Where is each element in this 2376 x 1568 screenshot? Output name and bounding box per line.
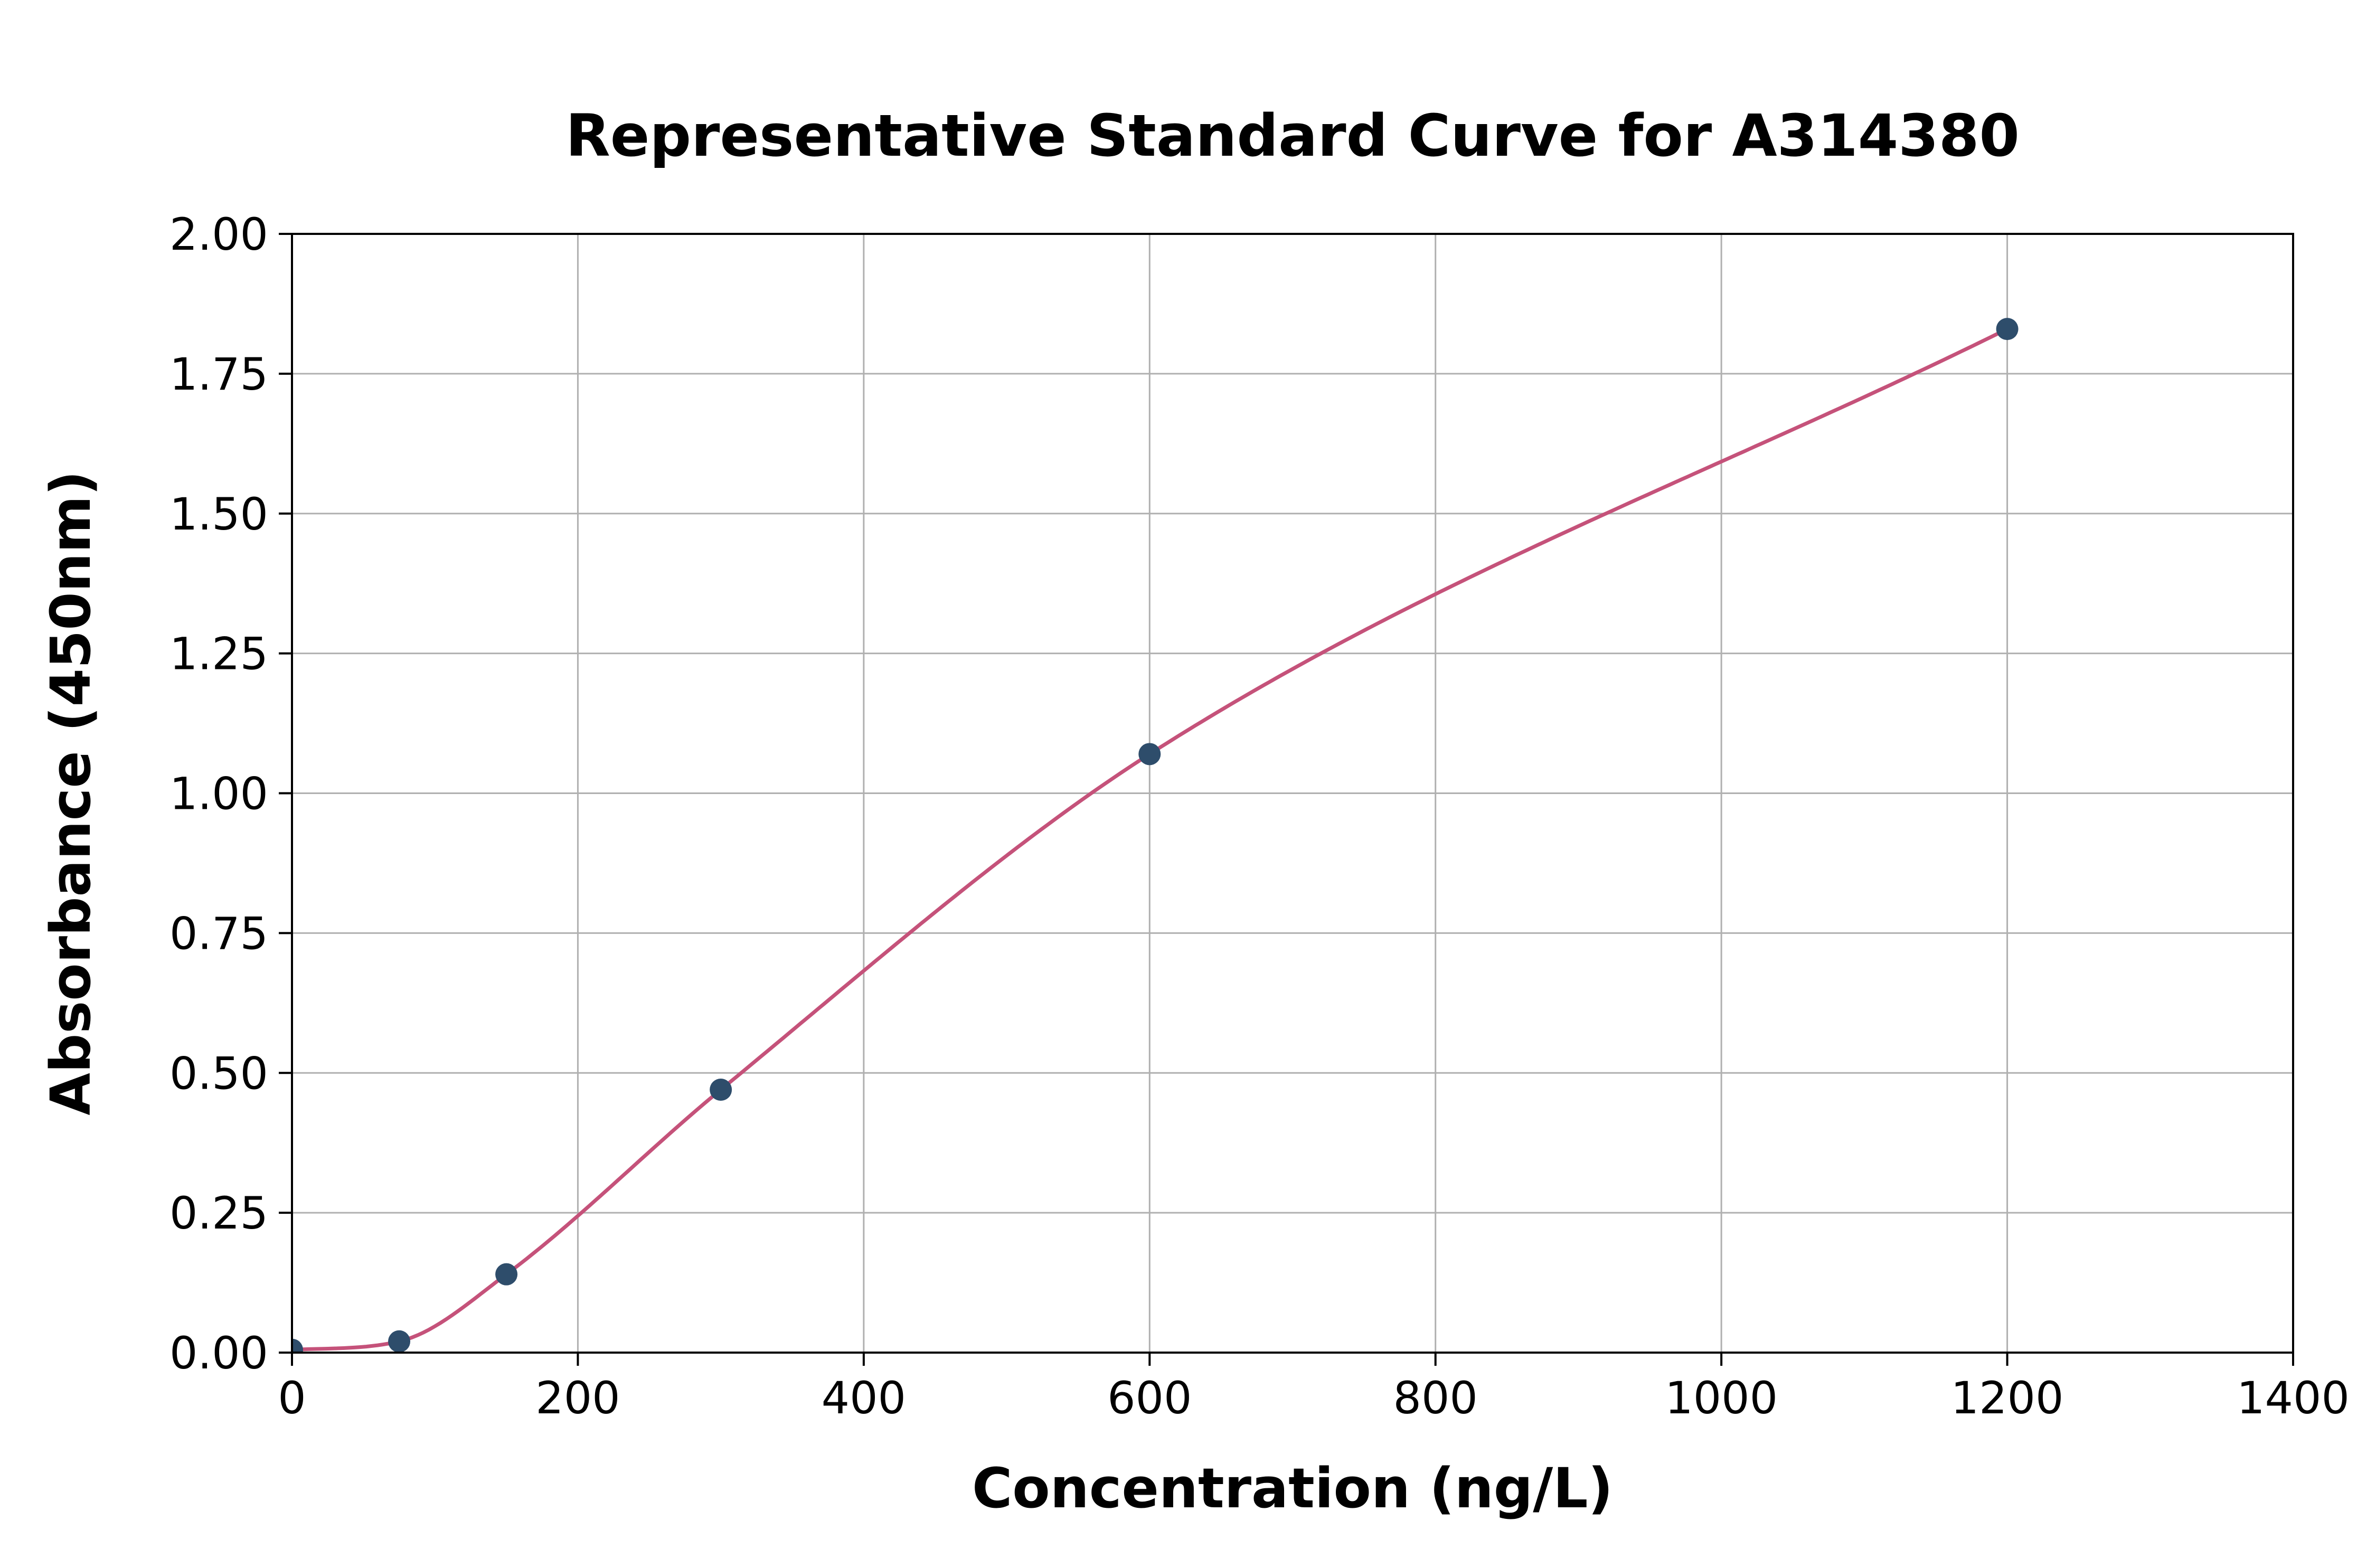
x-tick-label: 1200 [1951, 1372, 2064, 1424]
x-tick-label: 0 [278, 1372, 306, 1424]
y-tick-label: 1.25 [169, 628, 268, 680]
plot-area: 0 200 400 600 800 1000 1200 1400 0.00 0.25 0.50 0.7… [169, 209, 2350, 1424]
data-point [292, 1338, 303, 1353]
x-tick-label: 200 [535, 1372, 620, 1424]
x-axis-label: Concentration (ng/L) [972, 1456, 1613, 1520]
x-tick-label: 400 [822, 1372, 906, 1424]
data-point [1138, 743, 1161, 766]
y-tick-label: 0.25 [169, 1187, 268, 1239]
y-tick-label: 0.50 [169, 1047, 268, 1099]
y-tick-label: 1.50 [169, 488, 268, 540]
y-tick-label: 0.75 [169, 908, 268, 959]
data-point [388, 1330, 411, 1353]
data-point [1996, 318, 2019, 341]
x-tick-label: 800 [1393, 1372, 1478, 1424]
y-tick-label: 1.75 [169, 348, 268, 400]
ticks: 0 200 400 600 800 1000 1200 1400 0.00 0.25 0.50 0.7… [169, 209, 2350, 1424]
y-tick-label: 2.00 [169, 209, 268, 260]
data-point [495, 1263, 518, 1286]
x-tick-label: 1400 [2237, 1372, 2350, 1424]
chart-title: Representative Standard Curve for A31438… [565, 102, 2020, 169]
y-tick-label: 0.00 [169, 1327, 268, 1379]
data-point [710, 1079, 732, 1101]
y-axis-label: Absorbance (450nm) [39, 470, 103, 1115]
x-tick-label: 600 [1107, 1372, 1192, 1424]
data-points [292, 318, 2019, 1353]
x-tick-label: 1000 [1665, 1372, 1778, 1424]
plot-border [291, 233, 2294, 1354]
grid [291, 233, 2294, 1354]
y-tick-label: 1.00 [169, 768, 268, 820]
